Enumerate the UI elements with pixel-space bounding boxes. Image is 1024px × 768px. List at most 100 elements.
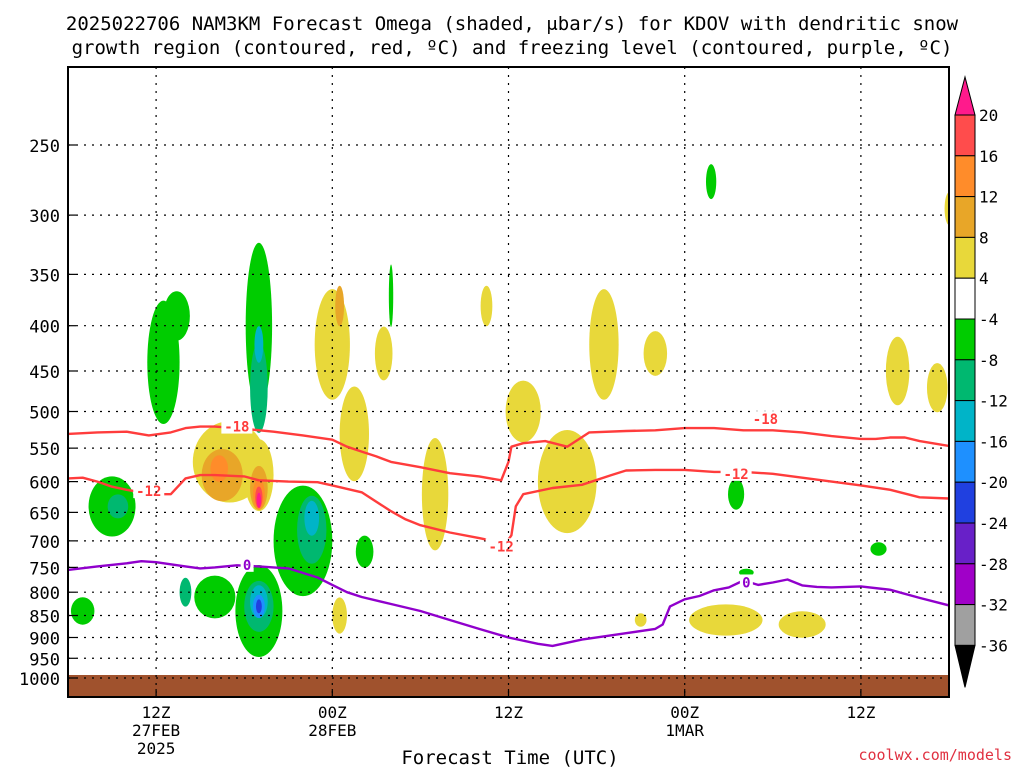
omega-region-26 xyxy=(210,455,229,482)
contour-label-bg-6 xyxy=(739,574,753,590)
omega-region-33 xyxy=(335,285,345,327)
omega-region-4 xyxy=(163,291,190,341)
colorbar-label-12: 12 xyxy=(979,188,998,207)
colorbar-label--32: -32 xyxy=(979,596,1008,615)
colorbar-label--20: -20 xyxy=(979,473,1008,492)
colorbar-label-8: 8 xyxy=(979,228,989,247)
contour-line--18C xyxy=(68,425,949,482)
colorbar-box-7 xyxy=(954,400,976,442)
omega-region-7 xyxy=(254,326,264,363)
contour-label-bg-3 xyxy=(485,538,517,554)
colorbar-label-4: 4 xyxy=(979,269,989,288)
watermark: coolwx.com/models xyxy=(858,746,1012,764)
ytick-label-250: 250 xyxy=(29,137,60,157)
ytick-label-650: 650 xyxy=(29,504,60,524)
chart-title-line-2: growth region (contoured, red, ºC) and f… xyxy=(72,37,953,59)
contour-label-5: 0 xyxy=(243,558,251,574)
omega-region-6 xyxy=(250,342,268,433)
xtick-date-18: 28FEB xyxy=(308,721,356,740)
xtick-label-18: 00Z xyxy=(318,703,347,722)
omega-region-42 xyxy=(643,331,668,376)
ytick-label-450: 450 xyxy=(29,363,60,383)
omega-region-16 xyxy=(194,575,236,619)
chart-title-line-1: 2025022706 NAM3KM Forecast Omega (shaded… xyxy=(66,13,959,35)
colorbar-label--8: -8 xyxy=(979,351,998,370)
contour-label-bg-2 xyxy=(133,483,165,499)
omega-region-15 xyxy=(304,500,320,536)
omega-region-34 xyxy=(339,386,370,482)
omega-region-1 xyxy=(107,494,129,519)
colorbar-label--36: -36 xyxy=(979,636,1008,655)
colorbar-label-16: 16 xyxy=(979,147,998,166)
y-axis-ticks: 2503003504004505005506006507007508008509… xyxy=(19,137,76,690)
colorbar-box-3 xyxy=(954,236,976,279)
ytick-label-350: 350 xyxy=(29,266,60,286)
ytick-label-750: 750 xyxy=(29,559,60,579)
ground-surface xyxy=(68,675,949,697)
omega-region-31 xyxy=(256,492,262,508)
colorbar-top-arrow xyxy=(954,75,976,116)
ytick-label-950: 950 xyxy=(29,650,60,670)
contour-label-6: 0 xyxy=(742,575,750,591)
omega-region-38 xyxy=(480,285,493,327)
ytick-label-1000: 1000 xyxy=(19,670,60,690)
omega-region-32 xyxy=(314,289,350,400)
ytick-label-400: 400 xyxy=(29,318,60,338)
omega-region-23 xyxy=(739,568,754,577)
colorbar-box-2 xyxy=(954,196,976,238)
ytick-label-600: 600 xyxy=(29,474,60,494)
colorbar-box-0 xyxy=(954,114,976,157)
xtick-label-6: 12Z xyxy=(142,703,171,722)
omega-region-19 xyxy=(388,264,394,327)
omega-region-20 xyxy=(705,164,717,200)
contour-label-bg-1 xyxy=(749,411,781,427)
omega-region-44 xyxy=(778,611,826,638)
ytick-label-300: 300 xyxy=(29,207,60,227)
xtick-year-6: 2025 xyxy=(137,739,176,758)
omega-region-21 xyxy=(728,478,745,510)
omega-region-39 xyxy=(505,380,541,443)
colorbar: 20 16 12 8 4 -4 -8 -12 -16 -20 -24 -28 -32 -36 xyxy=(954,75,1008,688)
colorbar-box-12 xyxy=(954,604,976,646)
contour-line--12C xyxy=(68,468,949,545)
ytick-label-500: 500 xyxy=(29,404,60,424)
colorbar-box-10 xyxy=(954,522,976,565)
omega-region-17 xyxy=(179,577,192,607)
colorbar-label--28: -28 xyxy=(979,555,1008,574)
colorbar-box-8 xyxy=(954,440,976,483)
omega-region-45 xyxy=(634,613,647,627)
contour-label-3: -12 xyxy=(489,539,514,555)
omega-region-48 xyxy=(944,192,949,225)
omega-region-18 xyxy=(355,535,374,568)
colorbar-box-6 xyxy=(954,359,976,402)
omega-region-22 xyxy=(870,542,887,556)
omega-region-47 xyxy=(926,363,948,413)
colorbar-label--12: -12 xyxy=(979,392,1008,411)
omega-region-12 xyxy=(255,599,262,614)
colorbar-label--24: -24 xyxy=(979,514,1008,533)
omega-region-2 xyxy=(70,597,95,625)
xtick-label-54: 12Z xyxy=(846,703,875,722)
colorbar-label--16: -16 xyxy=(979,432,1008,451)
colorbar-label--4: -4 xyxy=(979,310,998,329)
contour-label-0: -18 xyxy=(224,420,249,436)
contour-label-bg-5 xyxy=(240,556,254,572)
ytick-label-900: 900 xyxy=(29,629,60,649)
colorbar-box-5 xyxy=(954,318,976,361)
omega-region-46 xyxy=(885,336,910,406)
x-axis-label: Forecast Time (UTC) xyxy=(401,747,618,768)
xtick-label-42: 00Z xyxy=(670,703,699,722)
colorbar-box-1 xyxy=(954,155,976,198)
contour-label-bg-0 xyxy=(221,418,253,434)
omega-region-41 xyxy=(589,289,619,400)
ytick-label-700: 700 xyxy=(29,533,60,553)
colorbar-box-11 xyxy=(954,563,976,606)
temperature-contours xyxy=(68,425,949,648)
omega-shading xyxy=(70,164,949,657)
ytick-label-800: 800 xyxy=(29,584,60,604)
omega-region-36 xyxy=(421,437,449,551)
ytick-label-550: 550 xyxy=(29,440,60,460)
omega-region-40 xyxy=(537,430,597,534)
colorbar-box-4 xyxy=(954,277,976,320)
